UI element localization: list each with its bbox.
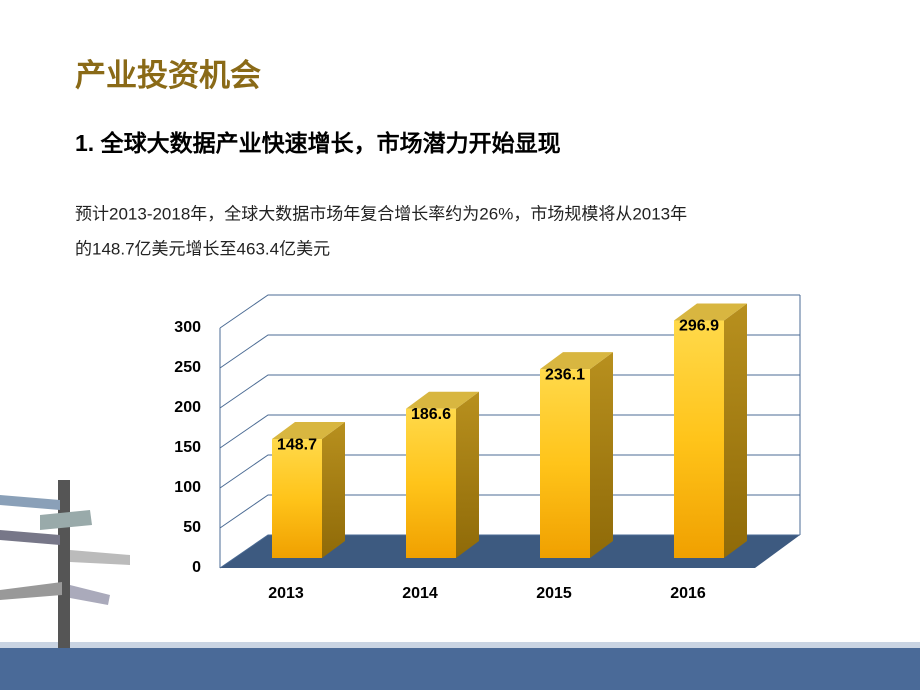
bar-front — [540, 369, 590, 558]
bar — [674, 303, 747, 558]
y-tick-label: 250 — [174, 359, 201, 376]
bar-top — [272, 422, 345, 440]
y-tick-label: 0 — [192, 559, 201, 576]
x-tick-label: 2014 — [402, 585, 438, 602]
bar — [406, 391, 479, 558]
paragraph-line: 的148.7亿美元增长至463.4亿美元 — [75, 239, 330, 258]
chart: 0 50 100 150 200 250 300 2013 148.7 2014 186.6 2015… — [174, 294, 801, 602]
bar-front — [406, 408, 456, 558]
x-tick-label: 2016 — [670, 585, 706, 602]
bar-side — [590, 352, 613, 558]
bar-top — [406, 391, 479, 409]
bar-side — [322, 422, 345, 558]
bar-front — [272, 439, 322, 558]
x-tick-label: 2015 — [536, 585, 572, 602]
slide-subtitle: 1. 全球大数据产业快速增长，市场潜力开始显现 — [75, 130, 561, 156]
bar-side — [724, 303, 747, 558]
grid-line — [219, 334, 800, 369]
bar-top — [540, 352, 613, 370]
chart-floor — [220, 535, 800, 568]
bar-side — [456, 391, 479, 558]
value-label: 148.7 — [277, 436, 317, 453]
grid-line — [219, 374, 800, 409]
value-label: 236.1 — [545, 366, 585, 383]
grid-line — [219, 534, 800, 569]
bar — [540, 352, 613, 558]
value-label: 296.9 — [679, 318, 719, 335]
footer-band — [0, 648, 920, 690]
y-tick-label: 300 — [174, 319, 201, 336]
y-tick-label: 200 — [174, 399, 201, 416]
slide-title: 产业投资机会 — [75, 58, 261, 93]
y-tick-label: 50 — [183, 519, 201, 536]
bar-front — [674, 320, 724, 558]
signpost — [0, 480, 130, 648]
y-tick-label: 100 — [174, 479, 201, 496]
grid-line — [219, 294, 800, 329]
value-label: 186.6 — [411, 406, 451, 423]
bar — [272, 422, 345, 558]
y-tick-label: 150 — [174, 439, 201, 456]
grid-line — [219, 454, 800, 489]
paragraph-line: 预计2013-2018年，全球大数据市场年复合增长率约为26%，市场规模将从20… — [75, 204, 687, 223]
grid-line — [219, 414, 800, 449]
footer-strip — [0, 642, 920, 648]
x-tick-label: 2013 — [268, 585, 304, 602]
grid-line — [219, 494, 800, 529]
bar-top — [674, 303, 747, 321]
